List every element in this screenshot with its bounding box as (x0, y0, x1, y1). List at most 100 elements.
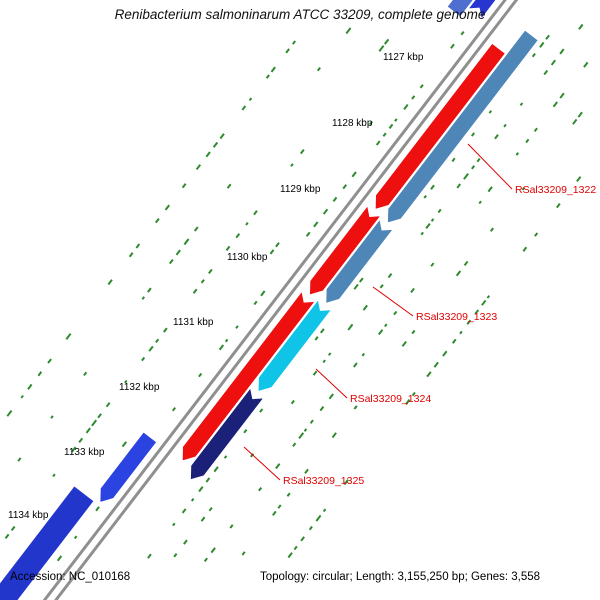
orf-dash (129, 251, 134, 258)
orf-dash (478, 200, 482, 205)
orf-dash (65, 333, 72, 340)
orf-dash (52, 473, 56, 477)
orf-dash (300, 536, 305, 542)
ruler-tick-label: 1128 kbp (332, 118, 373, 129)
orf-dash (272, 510, 277, 516)
orf-dash (6, 410, 13, 417)
orf-dash (91, 419, 97, 427)
orf-dash (169, 259, 174, 264)
orf-dash (430, 218, 435, 222)
orf-dash (426, 371, 432, 377)
orf-dash (519, 102, 524, 107)
orf-dash (205, 151, 211, 158)
orf-dash (196, 164, 201, 170)
orf-dash (319, 328, 325, 334)
orf-dash (316, 66, 322, 72)
orf-dash (331, 432, 337, 439)
orf-dash (298, 432, 304, 439)
orf-dash (305, 231, 311, 237)
orf-dash (107, 279, 113, 286)
gene-label-RSal33209_1322: RSal33209_1322 (515, 184, 597, 196)
orf-dash (361, 353, 365, 357)
orf-dash (463, 173, 469, 180)
orf-dash (155, 338, 160, 343)
orf-dash (164, 204, 171, 211)
orf-dash (332, 196, 338, 202)
orf-dash (543, 70, 548, 75)
orf-dash (248, 97, 253, 101)
orf-dash (218, 344, 225, 351)
orf-dash (198, 486, 204, 493)
orf-dash (387, 272, 393, 279)
orf-dash (243, 429, 248, 434)
gene-label-RSal33209_1325: RSal33209_1325 (283, 475, 365, 487)
orf-dash (451, 158, 456, 163)
orf-dash (74, 535, 78, 539)
orf-dash (378, 329, 384, 336)
orf-dash (277, 504, 282, 509)
orf-dash (544, 34, 551, 41)
orf-dash (433, 361, 440, 368)
orf-dash (270, 66, 277, 73)
orf-dash (207, 268, 213, 275)
orf-dash (227, 183, 232, 189)
orf-dash (352, 362, 358, 368)
orf-dash (347, 323, 354, 331)
orf-dash (292, 442, 297, 447)
orf-dash (258, 486, 263, 492)
orf-dash (314, 336, 319, 341)
orf-dash (328, 393, 334, 400)
orf-dash (290, 163, 294, 167)
orf-dash (181, 508, 187, 514)
orf-dash (208, 507, 213, 512)
ruler-tick-label: 1127 kbp (383, 52, 424, 63)
orf-dash (250, 453, 254, 458)
orf-dash (555, 203, 561, 209)
orf-dash (172, 522, 176, 527)
orf-dash (460, 30, 465, 36)
orf-dash (183, 238, 190, 245)
orf-dash (382, 132, 387, 138)
orf-dash (379, 284, 384, 289)
orf-dash (393, 310, 398, 316)
orf-dash (353, 283, 359, 290)
orf-dash (362, 304, 368, 311)
orf-dash (304, 468, 309, 475)
orf-dash (260, 290, 266, 297)
orf-dash (285, 48, 291, 54)
orf-dash (451, 338, 457, 345)
topology-text: Topology: circular; Length: 3,155,250 bp… (260, 571, 541, 583)
orf-dash (437, 208, 442, 214)
orf-dash (550, 59, 556, 66)
orf-dash (235, 324, 239, 330)
orf-dash (235, 233, 241, 239)
orf-dash (303, 427, 308, 432)
orf-dash (20, 394, 25, 399)
orf-dash (293, 545, 298, 550)
orf-dash (459, 330, 463, 335)
orf-dash (532, 52, 537, 58)
orf-dash (4, 533, 10, 540)
orf-dash (78, 437, 84, 444)
orf-dash (576, 175, 582, 183)
orf-dash (213, 466, 219, 473)
orf-dash (83, 371, 88, 376)
orf-dash (140, 357, 145, 362)
orf-dash (155, 217, 160, 223)
orf-dash (198, 373, 202, 377)
orf-dash (534, 232, 539, 237)
orf-dash (471, 165, 476, 170)
orf-dash (171, 407, 176, 412)
orf-dash (525, 139, 530, 144)
orf-dash (327, 351, 332, 357)
orf-dash (489, 227, 495, 232)
orf-dash (425, 222, 431, 229)
orf-dash (559, 92, 565, 99)
orf-dash (309, 419, 314, 425)
orf-dash (394, 118, 398, 122)
orf-dash (315, 515, 322, 522)
orf-dash (269, 249, 275, 255)
orf-dash (275, 463, 281, 470)
ruler-tick-label: 1133 kbp (64, 447, 105, 458)
